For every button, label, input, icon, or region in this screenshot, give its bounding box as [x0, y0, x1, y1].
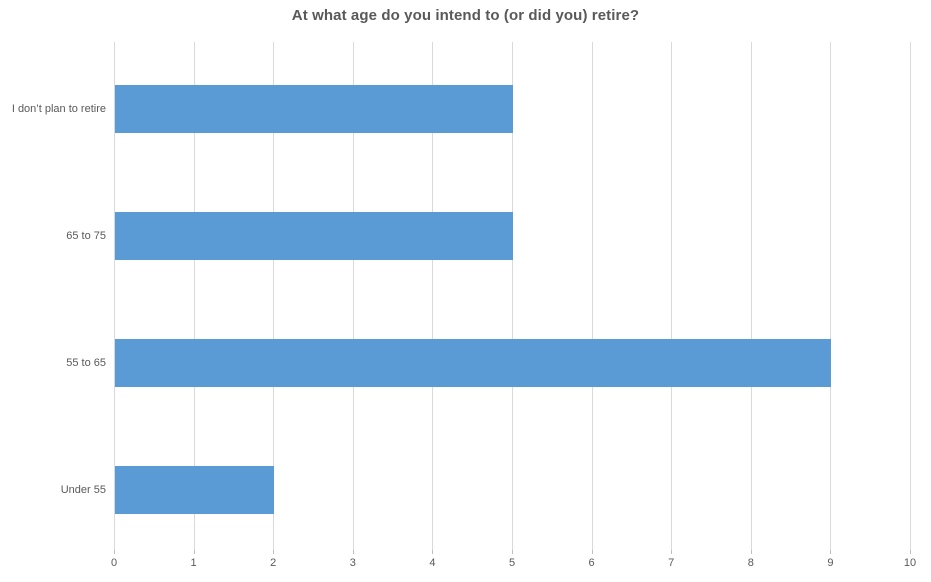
gridline-x-4	[432, 42, 434, 550]
axis-tick-x-7	[671, 550, 673, 554]
gridline-x-8	[750, 42, 752, 550]
gridline-x-3	[352, 42, 354, 550]
x-tick-label-0: 0	[110, 557, 118, 569]
bar-65-to-75	[115, 211, 513, 260]
gridline-x-9	[830, 42, 832, 550]
x-tick-label-3: 3	[349, 557, 356, 569]
gridline-x-1	[193, 42, 195, 550]
chart-title: At what age do you intend to (or did you…	[291, 7, 640, 24]
x-tick-label-8: 8	[747, 557, 754, 569]
axis-tick-x-4	[432, 550, 434, 554]
axis-tick-x-9	[830, 550, 832, 554]
x-tick-label-5: 5	[508, 557, 516, 569]
bar-i-don-t-plan-to-retire	[115, 84, 513, 133]
gridline-x-6	[591, 42, 593, 550]
category-label-under-55: Under 55	[60, 483, 106, 496]
bar-under-55	[115, 465, 275, 514]
axis-tick-x-8	[750, 550, 752, 554]
category-label-i-don-t-plan-to-retire: I don’t plan to retire	[11, 102, 106, 115]
gridline-x-2	[273, 42, 275, 550]
x-tick-label-9: 9	[827, 557, 834, 569]
category-label-55-to-65: 55 to 65	[66, 356, 106, 369]
gridline-x-10	[910, 42, 911, 550]
axis-tick-x-1	[193, 550, 195, 554]
gridline-x-5	[512, 42, 513, 550]
x-tick-label-1: 1	[190, 557, 197, 569]
x-tick-label-2: 2	[270, 557, 277, 569]
category-label-65-to-75: 65 to 75	[66, 229, 106, 242]
axis-tick-x-3	[352, 550, 354, 554]
axis-tick-x-0	[114, 550, 115, 554]
axis-tick-x-5	[512, 550, 513, 554]
axis-tick-x-10	[910, 550, 911, 554]
x-tick-label-10: 10	[903, 557, 917, 569]
bar-55-to-65	[115, 338, 832, 387]
axis-tick-x-2	[273, 550, 275, 554]
plot-area	[114, 42, 911, 554]
axis-tick-x-6	[591, 550, 593, 554]
gridline-x-0	[114, 42, 115, 550]
x-tick-label-6: 6	[588, 557, 595, 569]
gridline-x-7	[671, 42, 673, 550]
x-tick-label-4: 4	[429, 557, 436, 569]
x-tick-label-7: 7	[668, 557, 675, 569]
